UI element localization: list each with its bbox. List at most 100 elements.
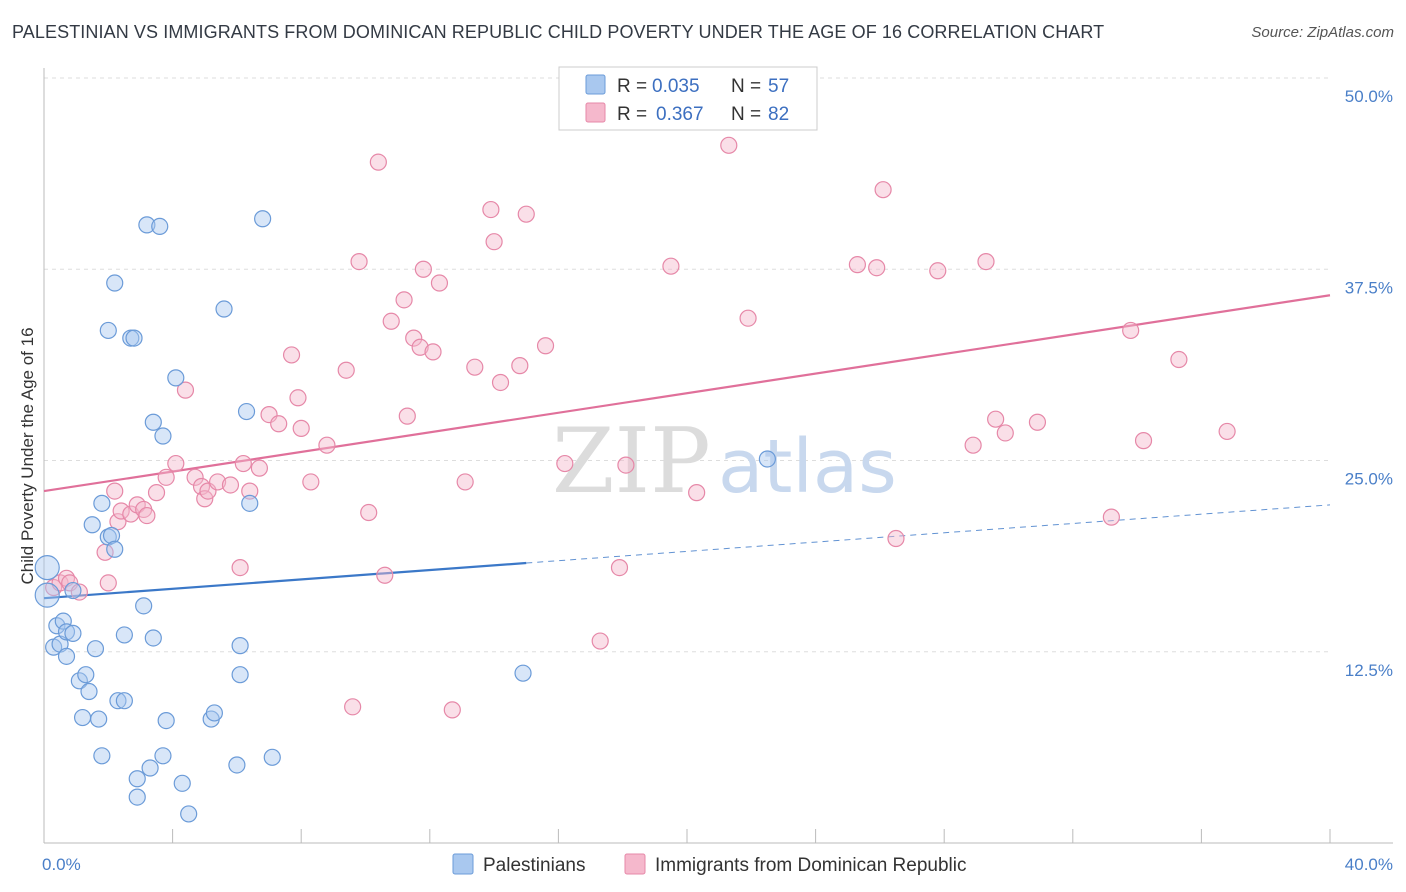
- data-point-palestinians: [241, 494, 259, 512]
- data-point-dominican-republic: [720, 136, 738, 154]
- data-point-palestinians: [237, 402, 256, 421]
- data-point-dominican-republic: [929, 262, 947, 280]
- data-point-dominican-republic: [987, 410, 1005, 428]
- legend-n-label-blue: N =: [731, 76, 761, 97]
- data-point-dominican-republic: [868, 259, 886, 277]
- data-point-dominican-republic: [1122, 321, 1140, 340]
- y-axis-label: Child Poverty Under the Age of 16: [18, 327, 37, 584]
- data-point-dominican-republic: [591, 632, 609, 650]
- data-point-dominican-republic: [250, 459, 269, 477]
- source-prefix: Source:: [1251, 24, 1308, 41]
- data-point-palestinians: [231, 666, 249, 684]
- trend-line-palestinians: [43, 561, 527, 600]
- data-point-dominican-republic: [99, 574, 117, 592]
- legend-swatch-blue: [585, 74, 606, 95]
- data-point-palestinians: [80, 682, 98, 701]
- data-point-palestinians: [215, 300, 233, 318]
- points-dominican-republic: [45, 96, 1236, 719]
- data-point-palestinians: [57, 647, 76, 665]
- legend-swatch-pink: [585, 102, 606, 123]
- data-point-dominican-republic: [398, 407, 416, 425]
- data-point-dominican-republic: [241, 482, 259, 500]
- data-point-palestinians: [128, 770, 146, 788]
- data-point-palestinians: [228, 756, 246, 774]
- data-point-dominican-republic: [617, 456, 635, 474]
- data-point-palestinians: [135, 597, 153, 615]
- data-point-palestinians: [205, 704, 223, 722]
- data-point-dominican-republic: [270, 415, 288, 433]
- data-point-dominican-republic: [610, 558, 629, 577]
- data-point-dominican-republic: [424, 343, 442, 361]
- legend-n-label-pink: N =: [731, 104, 761, 125]
- top-legend: R = 0.035 N = 57 R = 0.367 N = 82: [558, 66, 818, 131]
- watermark: ZIP atlas: [552, 409, 897, 514]
- x-tick-label: 40.0%: [1345, 855, 1393, 874]
- data-point-dominican-republic: [536, 337, 555, 355]
- data-point-palestinians: [138, 216, 156, 234]
- data-point-dominican-republic: [147, 484, 166, 502]
- legend-r-label-pink: R =: [617, 104, 647, 125]
- data-point-palestinians: [109, 692, 127, 710]
- data-point-palestinians: [144, 413, 162, 431]
- watermark-atlas: atlas: [718, 424, 897, 510]
- data-point-dominican-republic: [485, 233, 503, 251]
- data-point-dominican-republic: [977, 253, 995, 271]
- data-point-palestinians: [231, 637, 249, 655]
- data-point-dominican-republic: [70, 583, 88, 601]
- data-point-dominican-republic: [1102, 508, 1120, 526]
- data-point-palestinians: [54, 612, 72, 630]
- data-point-palestinians: [758, 450, 776, 468]
- data-point-dominican-republic: [556, 454, 574, 473]
- data-point-dominican-republic: [466, 358, 484, 376]
- data-point-palestinians: [70, 672, 88, 690]
- data-point-palestinians: [93, 494, 111, 512]
- data-point-dominican-republic: [382, 312, 400, 330]
- data-point-palestinians: [173, 774, 191, 792]
- data-point-dominican-republic: [405, 329, 423, 347]
- data-point-dominican-republic: [209, 473, 227, 491]
- trend-layer: [43, 294, 1331, 600]
- data-point-dominican-republic: [430, 274, 449, 292]
- bottom-legend-swatch-palestinians: [452, 853, 474, 875]
- data-point-dominican-republic: [186, 468, 204, 486]
- data-point-dominican-republic: [456, 473, 474, 491]
- data-point-palestinians: [125, 329, 143, 347]
- data-point-dominican-republic: [221, 476, 240, 494]
- y-tick-label: 25.0%: [1345, 470, 1393, 489]
- data-point-dominican-republic: [302, 473, 320, 491]
- data-point-dominican-republic: [511, 357, 529, 375]
- data-point-dominican-republic: [688, 484, 706, 502]
- source-link[interactable]: ZipAtlas.com: [1307, 24, 1394, 41]
- data-point-palestinians: [73, 708, 92, 727]
- data-point-dominican-republic: [1218, 422, 1236, 441]
- data-point-dominican-republic: [662, 257, 680, 275]
- data-point-dominican-republic: [739, 309, 757, 327]
- data-point-palestinians: [99, 321, 117, 340]
- data-point-dominican-republic: [289, 389, 307, 407]
- data-point-palestinians: [115, 692, 133, 710]
- data-point-dominican-republic: [411, 338, 429, 356]
- data-point-palestinians: [128, 788, 146, 806]
- chart-title: PALESTINIAN VS IMMIGRANTS FROM DOMINICAN…: [12, 22, 1105, 42]
- data-point-dominican-republic: [482, 200, 500, 219]
- data-point-dominican-republic: [887, 529, 905, 548]
- data-point-dominican-republic: [234, 454, 252, 473]
- data-point-dominican-republic: [369, 153, 387, 171]
- data-point-dominican-republic: [337, 361, 355, 379]
- data-point-dominican-republic: [395, 291, 413, 309]
- data-point-palestinians: [141, 759, 159, 777]
- data-point-palestinians: [154, 427, 172, 445]
- x-tick-label: 0.0%: [42, 855, 81, 874]
- data-point-dominican-republic: [360, 503, 378, 522]
- legend-r-value-pink: 0.367: [656, 104, 704, 125]
- data-point-dominican-republic: [350, 253, 368, 271]
- data-point-dominican-republic: [231, 558, 249, 577]
- bottom-legend-swatch-dominican: [624, 853, 646, 875]
- data-point-palestinians: [514, 664, 532, 682]
- legend-n-value-blue: 57: [768, 76, 789, 97]
- source-attribution: Source: ZipAtlas.com: [1251, 24, 1394, 41]
- data-point-dominican-republic: [517, 205, 535, 223]
- data-point-dominican-republic: [443, 701, 461, 719]
- data-point-dominican-republic: [491, 373, 510, 392]
- bottom-legend-label-palestinians: Palestinians: [483, 855, 585, 876]
